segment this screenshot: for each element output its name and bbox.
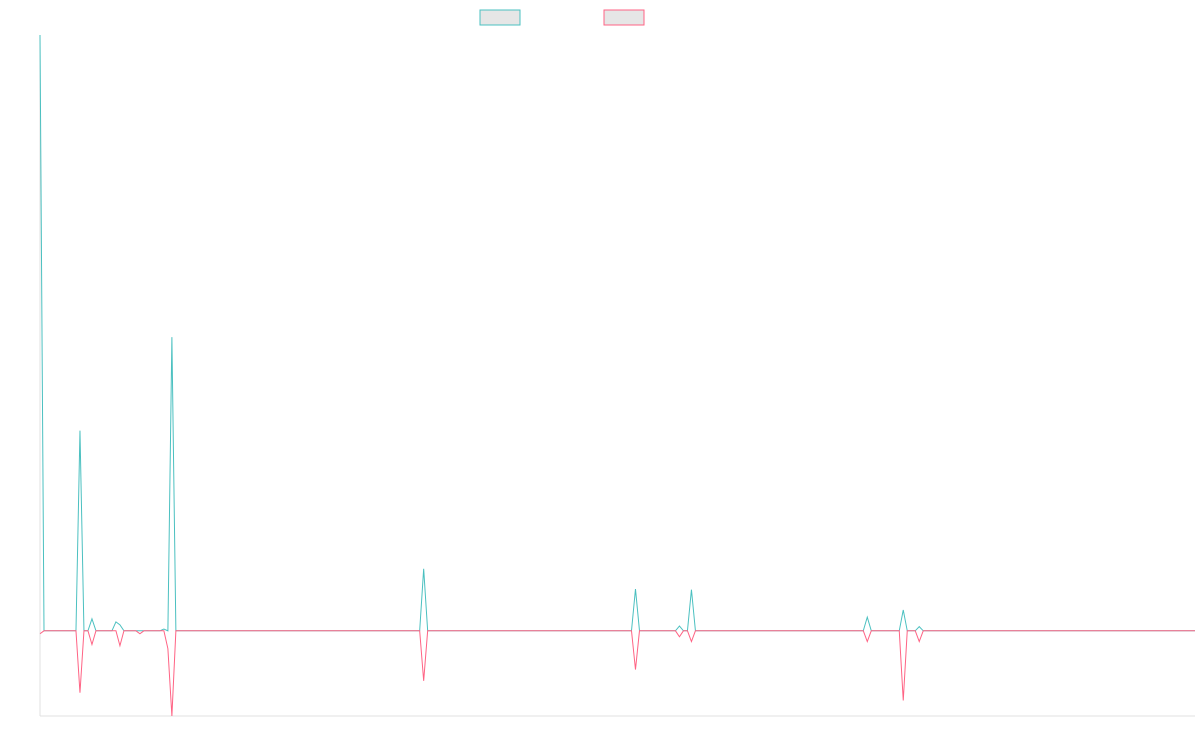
series-line [39,34,1195,632]
legend-swatch[interactable] [603,9,645,26]
legend-swatch[interactable] [479,9,521,26]
series-line [39,630,1195,717]
